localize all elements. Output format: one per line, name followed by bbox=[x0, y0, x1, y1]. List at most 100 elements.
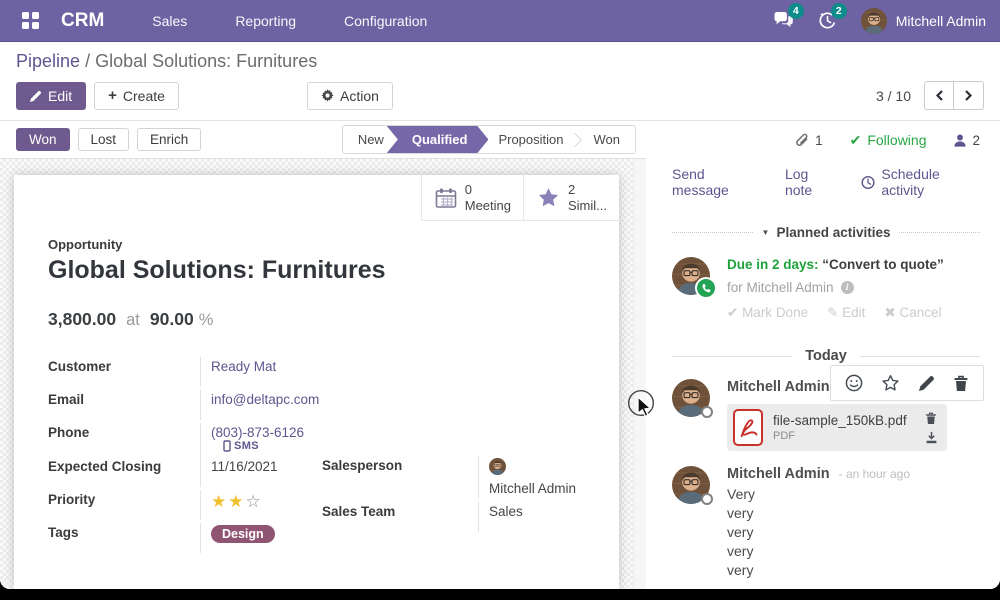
similar-label: Simil... bbox=[568, 197, 607, 213]
message-item: Mitchell Admin - 3 minutes ago file-samp… bbox=[672, 365, 984, 451]
user-menu[interactable]: Mitchell Admin bbox=[861, 8, 986, 34]
caret-down-icon: ▼ bbox=[761, 228, 770, 237]
pdf-file-icon bbox=[733, 409, 763, 446]
activity-cancel-button[interactable]: ✖ Cancel bbox=[884, 305, 942, 320]
chatter-action-links: Send message Log note Schedule activity bbox=[672, 166, 980, 198]
check-icon: ✔ bbox=[849, 131, 862, 148]
app-brand[interactable]: CRM bbox=[61, 9, 105, 31]
menu-sales[interactable]: Sales bbox=[152, 12, 188, 29]
gear-icon bbox=[321, 89, 334, 102]
activity-summary: “Convert to quote” bbox=[822, 257, 944, 272]
edit-message-button[interactable] bbox=[918, 375, 935, 392]
phone-link[interactable]: (803)-873-6126 bbox=[211, 425, 305, 440]
content-area: Won Lost Enrich New Qualified Propositio… bbox=[0, 121, 1000, 589]
enrich-button[interactable]: Enrich bbox=[137, 128, 202, 151]
chatter-topbar: 1 ✔ Following 2 bbox=[672, 121, 980, 159]
activity-clock-icon bbox=[818, 11, 837, 34]
salesperson-avatar bbox=[489, 458, 506, 475]
activities-badge: 2 bbox=[830, 2, 847, 19]
send-message-button[interactable]: Send message bbox=[672, 166, 729, 198]
stage-won[interactable]: Won bbox=[593, 132, 621, 147]
stage-new[interactable]: New bbox=[357, 132, 384, 147]
trash-icon bbox=[926, 412, 936, 424]
sales-team-value[interactable]: Sales bbox=[478, 502, 585, 532]
attachments-button[interactable]: 1 bbox=[795, 132, 823, 148]
customer-link[interactable]: Ready Mat bbox=[211, 359, 277, 374]
salesperson-name[interactable]: Mitchell Admin bbox=[489, 481, 577, 496]
form-panel: Won Lost Enrich New Qualified Propositio… bbox=[0, 121, 646, 589]
clock-icon bbox=[861, 175, 875, 189]
star-empty-icon[interactable]: ☆ bbox=[245, 492, 263, 511]
paperclip-icon bbox=[796, 133, 808, 146]
meetings-stat-button[interactable]: 0 Meeting bbox=[420, 175, 523, 222]
breadcrumb-pipeline-link[interactable]: Pipeline bbox=[16, 51, 81, 71]
log-note-button[interactable]: Log note bbox=[784, 166, 813, 198]
tag-design[interactable]: Design bbox=[211, 525, 275, 543]
activity-assignee: for Mitchell Admin i bbox=[727, 280, 944, 295]
menu-reporting[interactable]: Reporting bbox=[235, 12, 297, 29]
expected-revenue: 3,800.00 at 90.00 % bbox=[48, 309, 585, 330]
mark-lost-button[interactable]: Lost bbox=[77, 128, 130, 151]
message-author[interactable]: Mitchell Admin bbox=[727, 466, 830, 482]
stage-qualified-active[interactable]: Qualified bbox=[387, 126, 489, 153]
priority-stars: ★★☆ bbox=[200, 490, 322, 520]
message-timestamp: - an hour ago bbox=[838, 467, 910, 481]
probability-value: 90.00 bbox=[149, 309, 194, 329]
sms-button[interactable]: SMS bbox=[223, 440, 259, 452]
pager-previous-button[interactable] bbox=[924, 81, 954, 110]
star-filled-icon[interactable]: ★ bbox=[228, 492, 246, 511]
attachment-download-button[interactable] bbox=[925, 431, 938, 444]
meetings-count: 0 bbox=[464, 182, 472, 197]
messages-badge: 4 bbox=[787, 2, 804, 19]
field-phone: Phone (803)-873-6126 SMS bbox=[48, 423, 322, 457]
schedule-activity-button[interactable]: Schedule activity bbox=[861, 166, 980, 198]
menu-configuration[interactable]: Configuration bbox=[344, 12, 428, 29]
trash-icon bbox=[954, 375, 968, 391]
delete-message-button[interactable] bbox=[953, 374, 969, 392]
pager-next-button[interactable] bbox=[954, 81, 984, 110]
message-hover-toolbar bbox=[830, 365, 984, 401]
message-author[interactable]: Mitchell Admin bbox=[727, 379, 830, 395]
messages-menu-button[interactable]: 4 bbox=[773, 2, 804, 33]
mark-won-button[interactable]: Won bbox=[16, 128, 70, 151]
attachment-delete-button[interactable] bbox=[925, 411, 937, 425]
activity-edit-button[interactable]: ✎ Edit bbox=[827, 305, 866, 320]
followers-button[interactable]: 2 bbox=[953, 133, 980, 148]
activity-due-date: Due in 2 days: bbox=[727, 257, 819, 272]
add-reaction-button[interactable] bbox=[845, 374, 863, 392]
message-author-avatar bbox=[672, 466, 713, 505]
field-email: Email info@deltapc.com bbox=[48, 390, 322, 423]
following-button[interactable]: ✔ Following bbox=[849, 131, 927, 149]
action-button[interactable]: Action bbox=[307, 81, 393, 110]
planned-activities-toggle[interactable]: ▼ Planned activities bbox=[761, 225, 891, 240]
stage-proposition[interactable]: Proposition bbox=[483, 126, 578, 153]
control-panel: Pipeline / Global Solutions: Furnitures … bbox=[0, 42, 1000, 121]
attachment-card[interactable]: file-sample_150kB.pdf PDF bbox=[727, 404, 947, 451]
follower-count: 2 bbox=[972, 132, 980, 148]
star-message-button[interactable] bbox=[881, 374, 900, 392]
chat-bubbles-icon bbox=[773, 11, 794, 33]
star-filled-icon[interactable]: ★ bbox=[211, 492, 229, 511]
email-link[interactable]: info@deltapc.com bbox=[211, 392, 320, 407]
breadcrumb-current: Global Solutions: Furnitures bbox=[95, 51, 318, 71]
field-sales-team: Sales Team Sales bbox=[322, 502, 585, 535]
mark-done-button[interactable]: ✔ Mark Done bbox=[727, 305, 809, 320]
create-button[interactable]: + Create bbox=[94, 81, 179, 110]
user-avatar bbox=[861, 8, 887, 34]
control-panel-buttons: Edit + Create Action 3 / 10 bbox=[16, 81, 984, 120]
similar-leads-stat-button[interactable]: 2 Simil... bbox=[523, 175, 619, 222]
apps-grid-icon[interactable] bbox=[22, 12, 39, 29]
similar-count: 2 bbox=[568, 182, 576, 197]
form-statusbar: Won Lost Enrich New Qualified Propositio… bbox=[0, 121, 646, 159]
form-background: 0 Meeting 2 Simil... bbox=[0, 159, 646, 589]
form-scrollbar[interactable] bbox=[633, 159, 646, 589]
pager-counter: 3 / 10 bbox=[875, 87, 911, 104]
phone-call-badge-icon bbox=[695, 277, 717, 299]
attachment-count: 1 bbox=[815, 132, 823, 148]
percent-sign: % bbox=[198, 311, 214, 329]
activities-menu-button[interactable]: 2 bbox=[818, 2, 847, 34]
info-icon: i bbox=[840, 281, 854, 294]
expected-closing-value[interactable]: 11/16/2021 bbox=[200, 457, 322, 487]
edit-button[interactable]: Edit bbox=[16, 81, 87, 110]
